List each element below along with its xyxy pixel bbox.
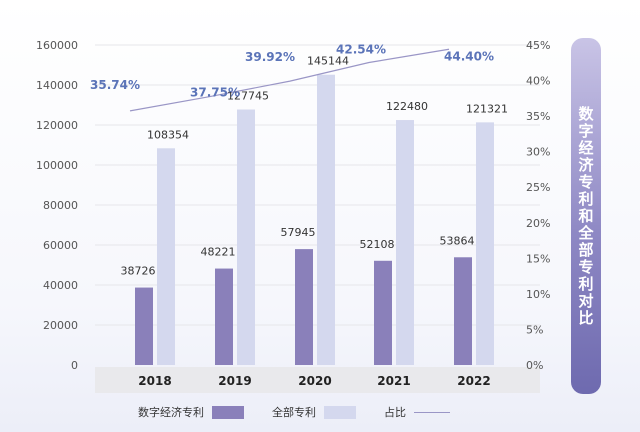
bar-digital xyxy=(215,268,233,365)
ratio-label: 42.54% xyxy=(336,42,386,56)
bar-total xyxy=(476,122,494,365)
y-left-tick-label: 120000 xyxy=(36,119,78,132)
value-label-total: 122480 xyxy=(386,100,428,113)
value-label-total: 145144 xyxy=(307,55,349,68)
y-left-tick-label: 160000 xyxy=(36,39,78,52)
value-label-digital: 53864 xyxy=(440,234,475,247)
bar-digital xyxy=(454,257,472,365)
legend-swatch-total xyxy=(324,405,356,419)
ratio-label: 35.74% xyxy=(90,78,140,92)
x-tick-label: 2018 xyxy=(138,374,171,388)
y-left-tick-label: 0 xyxy=(71,359,78,372)
value-label-digital: 48221 xyxy=(201,246,236,259)
value-label-digital: 38726 xyxy=(121,265,156,278)
y-right-tick-label: 15% xyxy=(526,252,550,265)
chart-title-bar: 数字经济专利和全部专利对比 xyxy=(571,38,601,394)
x-tick-label: 2021 xyxy=(377,374,410,388)
bar-digital xyxy=(295,249,313,365)
y-right-tick-label: 20% xyxy=(526,217,550,230)
value-label-digital: 57945 xyxy=(281,226,316,239)
legend: 数字经济专利 全部专利 占比 xyxy=(138,402,478,422)
ratio-label: 44.40% xyxy=(444,49,494,63)
value-label-total: 108354 xyxy=(147,128,189,141)
ratio-line xyxy=(129,48,450,112)
y-left-tick-label: 100000 xyxy=(36,159,78,172)
x-axis-band xyxy=(95,367,540,393)
x-tick-label: 2019 xyxy=(218,374,251,388)
bar-digital xyxy=(374,260,392,365)
y-left-tick-label: 140000 xyxy=(36,79,78,92)
y-right-tick-label: 25% xyxy=(526,181,550,194)
legend-label-ratio: 占比 xyxy=(384,406,406,419)
legend-item-digital: 数字经济专利 xyxy=(138,404,244,420)
bar-digital xyxy=(135,287,153,365)
ratio-label: 39.92% xyxy=(245,50,295,64)
legend-line-ratio xyxy=(414,411,450,413)
y-right-tick-label: 5% xyxy=(526,323,543,336)
bar-total xyxy=(396,120,414,365)
y-left-tick-label: 60000 xyxy=(43,239,78,252)
ratio-label: 37.75% xyxy=(190,86,240,100)
value-label-digital: 52108 xyxy=(360,238,395,251)
y-left-tick-label: 20000 xyxy=(43,319,78,332)
y-right-tick-label: 45% xyxy=(526,39,550,52)
value-label-total: 127745 xyxy=(227,90,269,103)
x-tick-label: 2020 xyxy=(298,374,331,388)
legend-item-total: 全部专利 xyxy=(272,404,356,420)
y-right-tick-label: 0% xyxy=(526,359,543,372)
y-right-tick-label: 10% xyxy=(526,288,550,301)
legend-label-total: 全部专利 xyxy=(272,406,316,419)
legend-item-ratio: 占比 xyxy=(384,404,450,420)
y-right-tick-label: 35% xyxy=(526,110,550,123)
value-label-total: 121321 xyxy=(466,102,508,115)
x-tick-label: 2022 xyxy=(457,374,490,388)
y-left-tick-label: 80000 xyxy=(43,199,78,212)
legend-label-digital: 数字经济专利 xyxy=(138,406,204,419)
chart-title: 数字经济专利和全部专利对比 xyxy=(576,105,595,327)
bar-total xyxy=(237,109,255,365)
y-right-tick-label: 30% xyxy=(526,146,550,159)
bar-total xyxy=(317,74,335,365)
y-left-tick-label: 40000 xyxy=(43,279,78,292)
legend-swatch-digital xyxy=(212,405,244,419)
bar-total xyxy=(157,148,175,365)
y-right-tick-label: 40% xyxy=(526,75,550,88)
